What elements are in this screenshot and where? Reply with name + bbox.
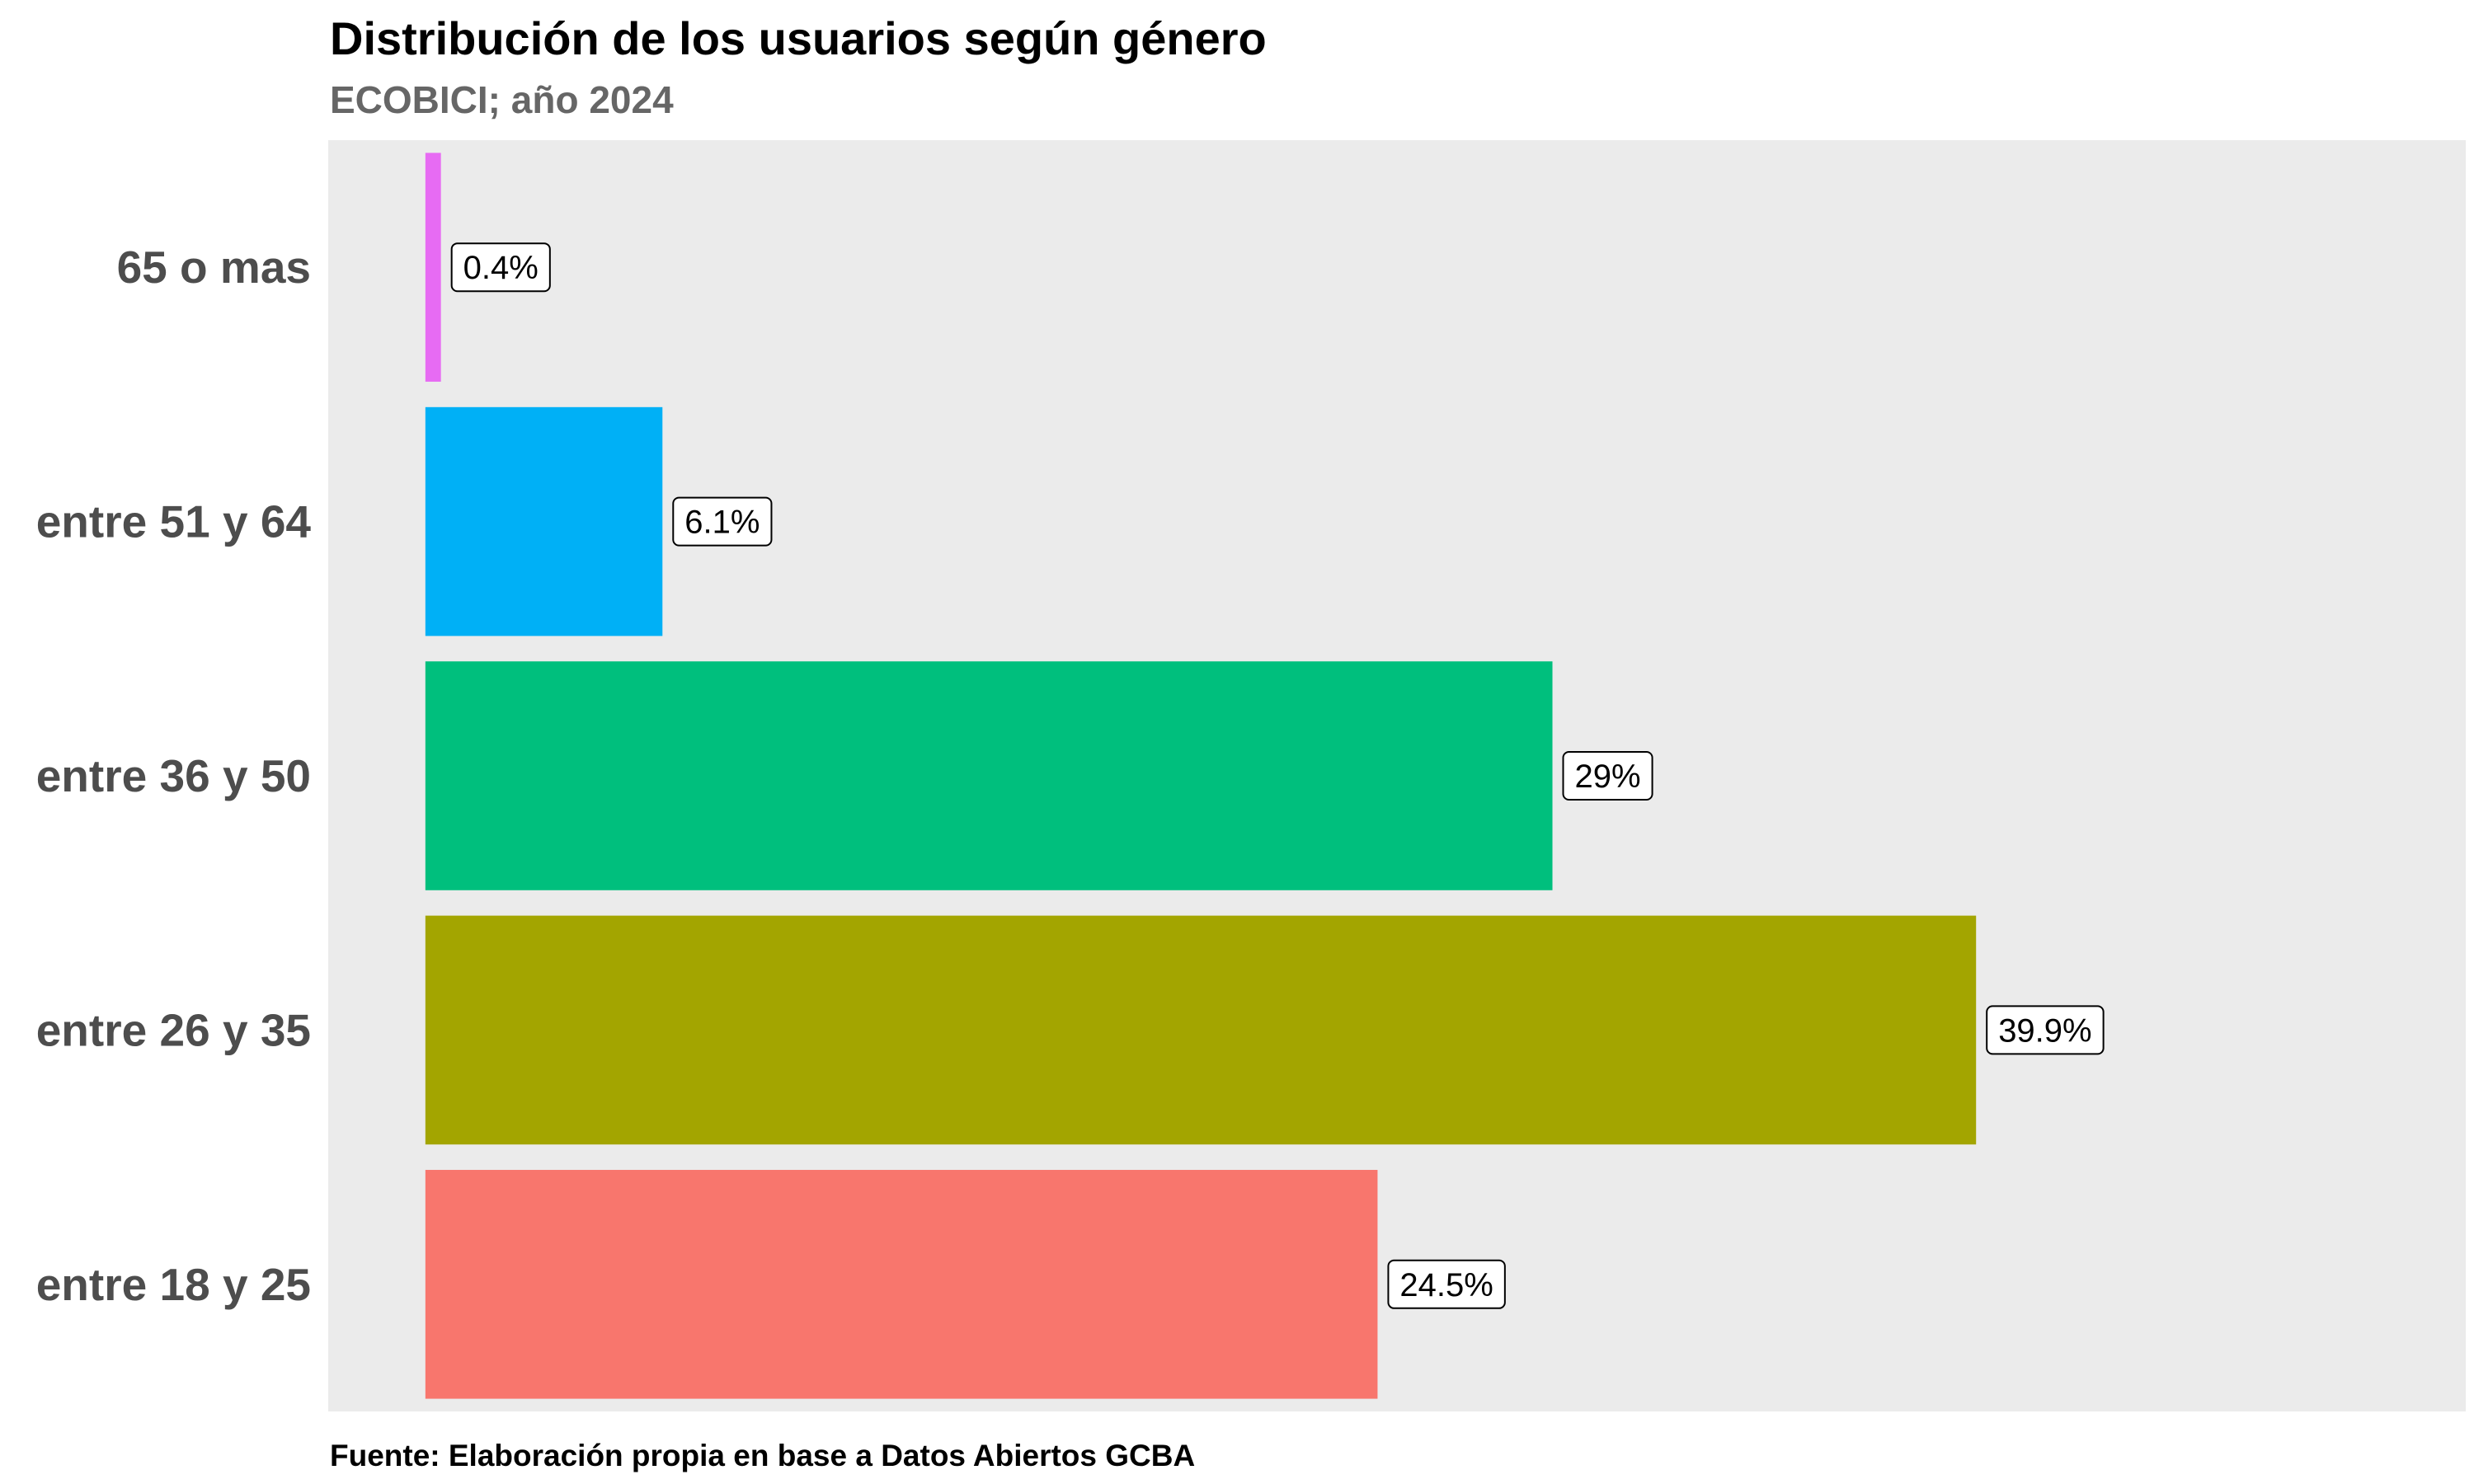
- category-label-1: entre 26 y 35: [36, 1004, 311, 1055]
- data-label-box-2: [1562, 751, 1653, 801]
- bar-2: [425, 661, 1553, 890]
- data-label-text-0: 24.5%: [1399, 1267, 1493, 1303]
- data-label-box-0: [1387, 1259, 1506, 1309]
- data-label-text-1: 39.9%: [1998, 1012, 2091, 1049]
- bar-1: [425, 915, 1977, 1145]
- data-label-0: 24.5%: [1387, 1259, 1506, 1309]
- category-label-0: entre 18 y 25: [36, 1259, 311, 1310]
- data-label-3: 6.1%: [672, 496, 773, 547]
- data-labels-layer: 24.5% 39.9% 29% 6.1% 0.4%: [450, 242, 2105, 1309]
- category-label-4: 65 o mas: [117, 242, 311, 293]
- category-label-3: entre 51 y 64: [36, 496, 312, 547]
- data-label-2: 29%: [1562, 751, 1653, 801]
- bar-3: [425, 406, 663, 636]
- data-label-4: 0.4%: [450, 242, 551, 293]
- bar-0: [425, 1170, 1378, 1399]
- data-label-box-1: [1986, 1005, 2105, 1055]
- category-axis: entre 18 y 25 entre 26 y 35 entre 36 y 50 e…: [36, 242, 312, 1310]
- chart-caption: Fuente: Elaboración propia en base a Dat…: [330, 1439, 1195, 1472]
- bars-layer: [425, 153, 1977, 1399]
- chart-subtitle: ECOBICI; año 2024: [330, 78, 674, 121]
- data-label-text-4: 0.4%: [463, 250, 539, 286]
- data-label-box-4: [450, 242, 551, 293]
- category-label-2: entre 36 y 50: [36, 750, 311, 801]
- data-label-text-3: 6.1%: [684, 505, 760, 541]
- data-label-text-2: 29%: [1575, 758, 1641, 795]
- chart-title: Distribución de los usuarios según géner…: [330, 12, 1267, 64]
- bar-4: [425, 153, 441, 382]
- data-label-1: 39.9%: [1986, 1005, 2105, 1055]
- data-label-box-3: [672, 496, 773, 547]
